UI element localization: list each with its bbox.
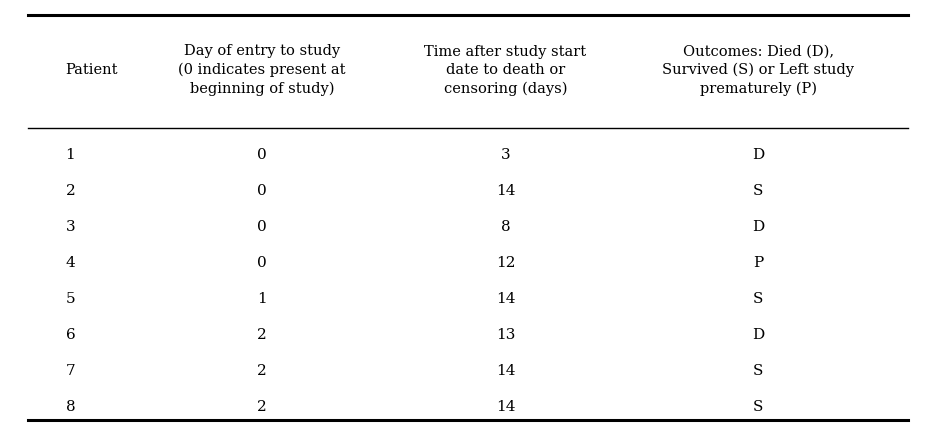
- Text: 14: 14: [496, 184, 515, 199]
- Text: Time after study start
date to death or
censoring (days): Time after study start date to death or …: [424, 45, 587, 96]
- Text: D: D: [752, 149, 765, 162]
- Text: 4: 4: [66, 256, 75, 270]
- Text: 13: 13: [496, 328, 515, 342]
- Text: S: S: [753, 400, 764, 414]
- Text: 1: 1: [66, 149, 75, 162]
- Text: 14: 14: [496, 364, 515, 378]
- Text: 3: 3: [501, 149, 510, 162]
- Text: Patient: Patient: [66, 63, 118, 77]
- Text: 0: 0: [257, 184, 267, 199]
- Text: 1: 1: [257, 292, 267, 306]
- Text: 0: 0: [257, 220, 267, 234]
- Text: S: S: [753, 364, 764, 378]
- Text: 12: 12: [496, 256, 515, 270]
- Text: 3: 3: [66, 220, 75, 234]
- Text: S: S: [753, 184, 764, 199]
- Text: 2: 2: [66, 184, 75, 199]
- Text: 2: 2: [257, 364, 267, 378]
- Text: 2: 2: [257, 400, 267, 414]
- Text: S: S: [753, 292, 764, 306]
- Text: D: D: [752, 220, 765, 234]
- Text: 14: 14: [496, 292, 515, 306]
- Text: Outcomes: Died (D),
Survived (S) or Left study
prematurely (P): Outcomes: Died (D), Survived (S) or Left…: [662, 44, 855, 96]
- Text: 14: 14: [496, 400, 515, 414]
- Text: D: D: [752, 328, 765, 342]
- Text: 5: 5: [66, 292, 75, 306]
- Text: 8: 8: [501, 220, 510, 234]
- Text: 2: 2: [257, 328, 267, 342]
- Text: 0: 0: [257, 256, 267, 270]
- Text: 7: 7: [66, 364, 75, 378]
- Text: Day of entry to study
(0 indicates present at
beginning of study): Day of entry to study (0 indicates prese…: [179, 44, 345, 96]
- Text: 6: 6: [66, 328, 75, 342]
- Text: P: P: [753, 256, 763, 270]
- Text: 8: 8: [66, 400, 75, 414]
- Text: 0: 0: [257, 149, 267, 162]
